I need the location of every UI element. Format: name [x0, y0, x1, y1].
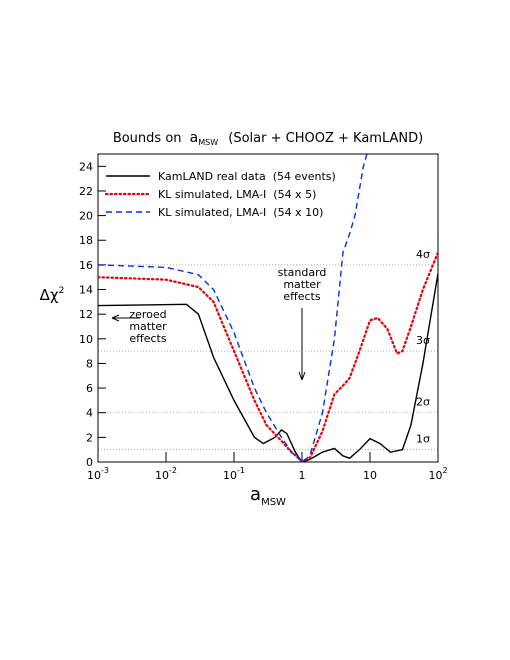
sigma-label: 1σ	[416, 433, 430, 446]
x-tick-exponent: -2	[169, 466, 177, 475]
series-line	[98, 251, 438, 462]
y-tick-label: 12	[79, 308, 93, 321]
annotation-text: effects	[129, 332, 166, 345]
legend-label: KL simulated, LMA-I (54 x 5)	[158, 188, 316, 201]
x-tick-base: 10	[155, 469, 169, 482]
series-line	[98, 273, 438, 462]
x-tick-label: 102	[428, 466, 447, 482]
arrow-head	[111, 314, 120, 322]
annotation-text: zeroed	[129, 308, 166, 321]
y-tick-label: 10	[79, 333, 93, 346]
x-tick-base: 10	[428, 469, 442, 482]
series-line	[98, 154, 368, 462]
y-tick-label: 2	[86, 431, 93, 444]
chart-title: Bounds on aMSW (Solar + CHOOZ + KamLAND)	[113, 130, 423, 149]
arrow-head	[298, 371, 306, 381]
x-tick-base: 10	[87, 469, 101, 482]
title-prefix: Bounds on	[113, 131, 182, 146]
sigma-label: 4σ	[416, 248, 430, 261]
annotation-text: standard	[278, 266, 327, 279]
sigma-label: 2σ	[416, 396, 430, 409]
series-group	[98, 154, 438, 462]
x-label-symbol: a	[250, 484, 261, 505]
x-tick-label: 10	[363, 469, 377, 482]
title-suffix: (Solar + CHOOZ + KamLAND)	[228, 131, 423, 146]
y-tick-label: 14	[79, 284, 93, 297]
annotation-text: effects	[283, 290, 320, 303]
y-tick-label: 16	[79, 259, 93, 272]
y-tick-label: 8	[86, 357, 93, 370]
x-axis-label: aMSW	[250, 484, 286, 508]
legend-label: KamLAND real data (54 events)	[158, 170, 336, 183]
y-label-superscript: 2	[59, 286, 65, 296]
x-tick-label: 10-2	[155, 466, 177, 482]
x-tick-exponent: -3	[101, 466, 109, 475]
y-tick-label: 24	[79, 160, 93, 173]
title-subscript: MSW	[198, 138, 218, 147]
annotation-text: matter	[129, 320, 167, 333]
x-tick-exponent: 2	[442, 466, 447, 475]
legend-label: KL simulated, LMA-I (54 x 10)	[158, 206, 323, 219]
y-tick-label: 6	[86, 382, 93, 395]
x-label-subscript: MSW	[261, 497, 286, 508]
x-tick-label: 10-1	[223, 466, 245, 482]
x-tick-label: 10-3	[87, 466, 109, 482]
x-tick-base: 10	[223, 469, 237, 482]
title-symbol: a	[190, 130, 199, 146]
y-label-symbol: Δχ	[40, 286, 59, 304]
x-tick-exponent: -1	[237, 466, 245, 475]
y-tick-label: 18	[79, 234, 93, 247]
y-tick-label: 0	[86, 456, 93, 469]
plot-frame	[97, 153, 439, 463]
y-axis-label: Δχ2	[40, 286, 65, 304]
annotation-text: matter	[283, 278, 321, 291]
x-tick-label: 1	[299, 469, 306, 482]
y-tick-label: 4	[86, 407, 93, 420]
y-tick-label: 20	[79, 210, 93, 223]
y-tick-label: 22	[79, 185, 93, 198]
annotation-arrows	[111, 308, 306, 381]
